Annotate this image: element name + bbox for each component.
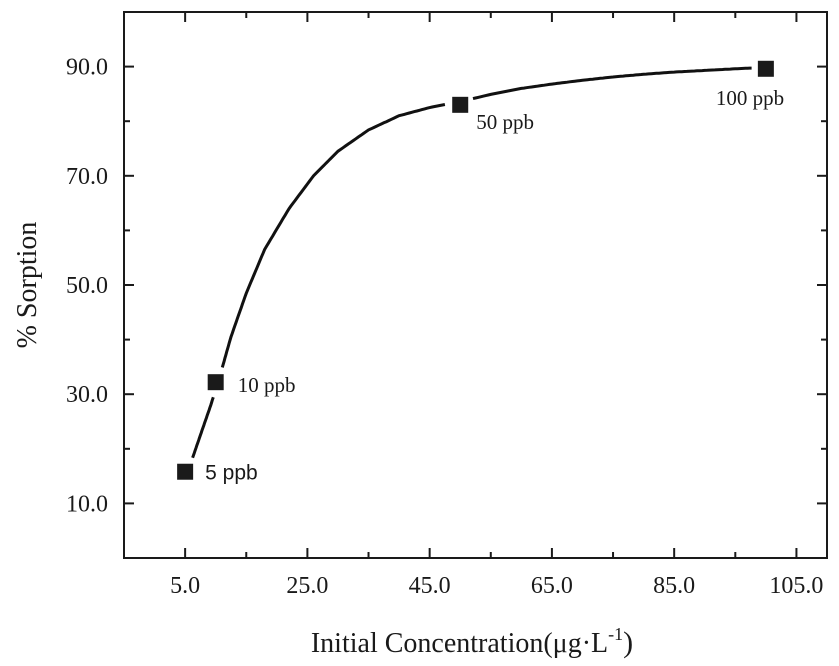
- x-tick-label: 105.0: [769, 573, 823, 599]
- data-point-labels: 5 ppb 10 ppb 50 ppb 100 ppb: [205, 86, 784, 485]
- axis-tick-labels: 5.0 25.0 45.0 65.0 85.0 105.0 10.0 30.0 50.0 70.0…: [66, 55, 823, 599]
- x-axis-label-unit-close: ): [623, 626, 633, 659]
- y-tick-label: 10.0: [66, 491, 108, 517]
- x-tick-label: 65.0: [531, 573, 573, 599]
- y-tick-label: 50.0: [66, 273, 108, 299]
- y-tick-label: 90.0: [66, 55, 108, 81]
- x-axis-label-text: Initial Concentration: [311, 628, 544, 659]
- data-points: [177, 60, 774, 480]
- y-tick-label: 30.0: [66, 382, 108, 408]
- data-point-marker: [757, 60, 774, 77]
- x-axis-label-unit: (μg·L: [543, 628, 608, 659]
- x-tick-label: 25.0: [286, 573, 328, 599]
- data-point-label: 50 ppb: [476, 110, 534, 134]
- y-axis-label: % Sorption: [12, 222, 43, 349]
- x-axis-label: Initial Concentration(μg·L-1): [311, 624, 633, 659]
- x-tick-label: 5.0: [170, 573, 200, 599]
- x-tick-label: 85.0: [653, 573, 695, 599]
- data-point-marker: [207, 374, 224, 391]
- data-point-label: 5 ppb: [205, 462, 258, 485]
- data-point-label: 100 ppb: [716, 86, 784, 110]
- fit-curve: [191, 66, 752, 459]
- x-axis-label-unit-exponent: -1: [608, 624, 623, 644]
- x-tick-label: 45.0: [409, 573, 451, 599]
- y-tick-label: 70.0: [66, 164, 108, 190]
- data-point-marker: [452, 96, 469, 113]
- axis-ticks: [124, 11, 827, 559]
- data-point-marker: [177, 463, 194, 480]
- data-point-label: 10 ppb: [238, 373, 296, 397]
